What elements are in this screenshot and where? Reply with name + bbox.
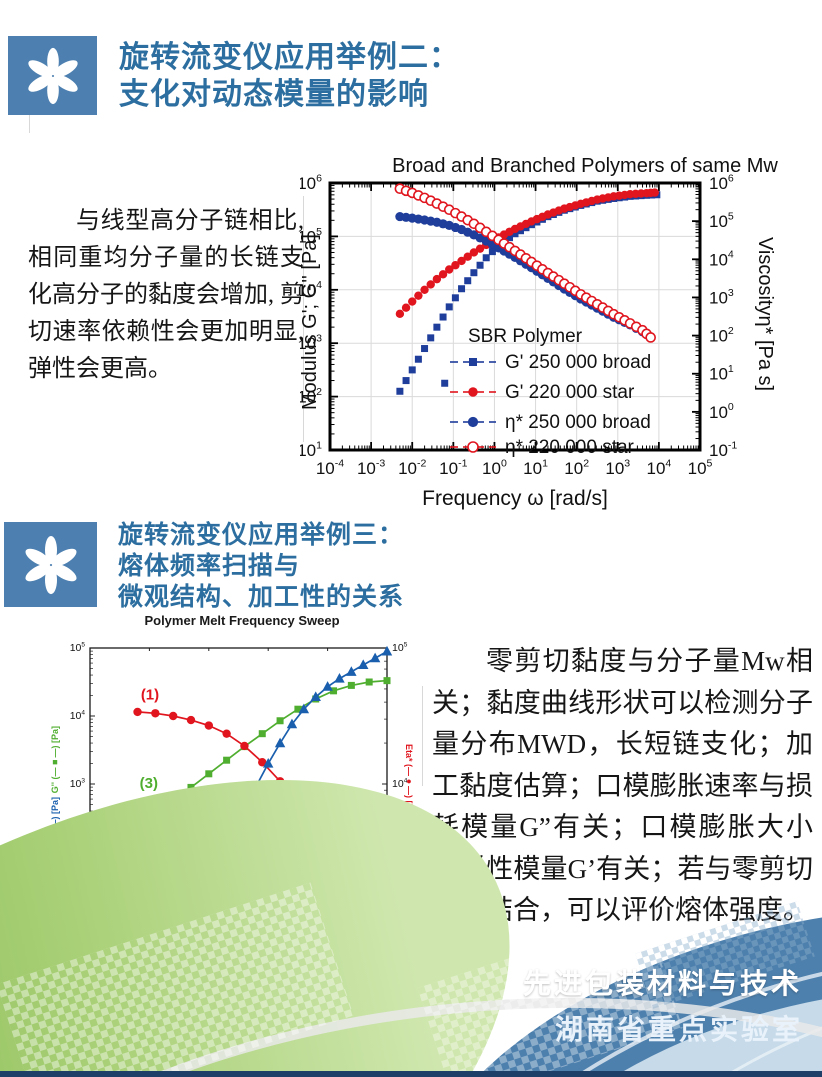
svg-text:10-1: 10-1 [439, 457, 467, 478]
chart1-ylabel-left: Modulus G'; G'' [Pa] [300, 234, 321, 410]
svg-text:104: 104 [70, 709, 86, 722]
svg-text:SBR Polymer: SBR Polymer [468, 326, 583, 347]
svg-text:105: 105 [709, 210, 734, 231]
svg-text:103: 103 [70, 777, 86, 790]
chart1-plot-area: 10-4 10-3 10-2 10-1 100 101 102 103 104 105 101 102… [300, 172, 737, 478]
svg-text:104: 104 [709, 249, 734, 270]
svg-text:103: 103 [605, 457, 630, 478]
svg-text:106: 106 [709, 172, 734, 193]
section3-title-line2: 熔体频率扫描与 [118, 552, 301, 580]
svg-text:101: 101 [709, 363, 734, 384]
svg-text:102: 102 [709, 325, 734, 346]
chart1-modulus-viscosity: Broad and Branched Polymers of same Mw 1… [300, 155, 778, 510]
svg-text:G' 220 000 star: G' 220 000 star [505, 382, 635, 403]
section2-bullet-box [8, 36, 97, 115]
section2-title: 旋转流变仪应用举例二： 支化对动态模量的影响 [119, 39, 460, 113]
footer-lab-line1: 先进包装材料与技术 [522, 968, 802, 999]
svg-text:100: 100 [482, 457, 507, 478]
textbox-guide-line [303, 196, 304, 442]
svg-text:101: 101 [300, 439, 322, 460]
chart1-ylabel-right: Viscosityη* [Pa s] [754, 237, 776, 391]
chart1-xlabel: Frequency ω [rad/s] [422, 487, 608, 510]
chart2-title: Polymer Melt Frequency Sweep [144, 613, 340, 628]
section3-title-line3: 微观结构、加工性的关系 [118, 583, 405, 611]
section2-title-line1: 旋转流变仪应用举例二： [119, 41, 460, 74]
section3-bullet-box [4, 522, 97, 607]
section3-title: 旋转流变仪应用举例三： 熔体频率扫描与 微观结构、加工性的关系 [118, 520, 404, 613]
svg-text:10-1: 10-1 [709, 439, 737, 460]
svg-text:(1): (1) [141, 687, 159, 704]
svg-text:104: 104 [646, 457, 671, 478]
chart2-left-label-loss-modulus: G'' (—■—) [Pa] [50, 726, 60, 794]
svg-text:105: 105 [392, 641, 408, 654]
svg-text:103: 103 [709, 287, 734, 308]
asterisk-icon [24, 535, 77, 594]
svg-text:η* 250 000 broad: η* 250 000 broad [505, 412, 651, 433]
svg-text:(3): (3) [140, 775, 158, 792]
paragraph-branching-effect: 与线型高分子链相比, 相同重均分子量的长链支化高分子的黏度会增加, 剪切速率依赖… [28, 208, 304, 382]
chart1-title: Broad and Branched Polymers of same Mw [392, 155, 778, 177]
bottom-navy-bar [0, 1071, 822, 1077]
svg-text:102: 102 [564, 457, 589, 478]
chart2-right-label-viscosity: Eta* (—●—) [Pa·s] [404, 744, 414, 826]
svg-text:10-4: 10-4 [316, 457, 344, 478]
svg-text:100: 100 [709, 401, 734, 422]
textbox-guide-line [422, 686, 423, 786]
template-guide-line [29, 115, 30, 133]
asterisk-icon [27, 47, 78, 104]
svg-text:G' 250 000 broad: G' 250 000 broad [505, 352, 651, 373]
section3-title-line1: 旋转流变仪应用举例三： [118, 521, 405, 549]
svg-text:10-2: 10-2 [398, 457, 426, 478]
section2-title-line2: 支化对动态模量的影响 [119, 78, 429, 111]
svg-text:101: 101 [523, 457, 548, 478]
svg-text:η* 220 000 star: η* 220 000 star [505, 437, 635, 458]
svg-text:105: 105 [688, 457, 713, 478]
svg-text:10-3: 10-3 [357, 457, 385, 478]
svg-text:105: 105 [70, 641, 86, 654]
footer-lab-line2: 湖南省重点实验室 [554, 1014, 803, 1045]
svg-text:106: 106 [300, 172, 322, 193]
